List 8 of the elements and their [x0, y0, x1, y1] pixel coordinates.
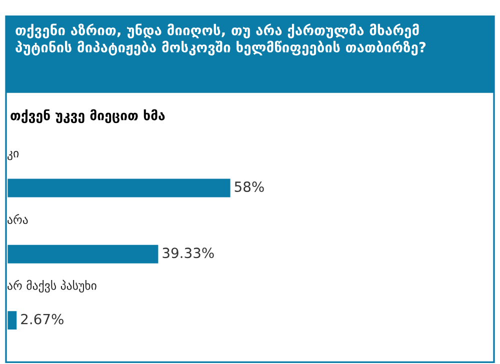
chart-subtitle: თქვენ უკვე მიეცით ხმა — [10, 109, 165, 124]
chart-title: თქვენი აზრით, უნდა მიიღოს, თუ არა ქართულმა მხარემ პუტინის მიპატიჟება მოსკოვში ხელმწიფეების თათბირზე? — [16, 24, 426, 56]
data-label: 58% — [234, 181, 264, 192]
y-tick-label: არ მაქვს პასუხი — [8, 280, 96, 293]
y-tick-label: კი — [8, 150, 19, 160]
data-label: 2.67% — [21, 314, 64, 324]
y-tick-label: არა — [8, 214, 28, 224]
data-label: 39.33% — [162, 248, 214, 258]
